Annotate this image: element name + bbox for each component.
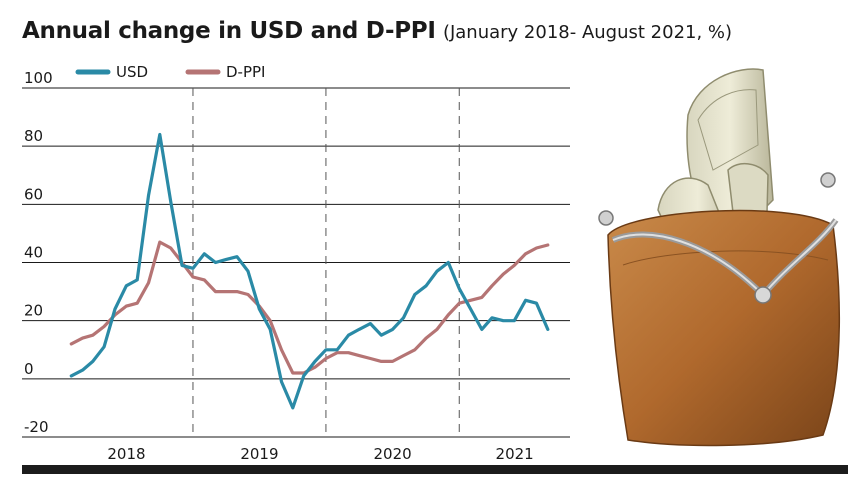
purse-body (598, 172, 841, 447)
y-axis-ticks: 100 80 60 40 20 0 -20 (24, 69, 53, 436)
year-separators (192, 88, 460, 437)
title-subtitle: (January 2018- August 2021, %) (442, 22, 733, 43)
chart-title: Annual change in USD and D-PPI (January … (22, 16, 732, 48)
gridlines (22, 87, 570, 438)
series-lines (69, 132, 550, 410)
x-tick-label: 2019 (240, 445, 278, 463)
y-tick-label: 0 (24, 360, 34, 378)
series-line-d-ppi (69, 240, 550, 375)
legend-label: USD (116, 63, 148, 81)
y-tick-label: 40 (24, 244, 43, 262)
y-tick-label: 80 (24, 127, 43, 145)
x-tick-label: 2020 (373, 445, 411, 463)
y-tick-label: 100 (24, 69, 53, 87)
legend: USD D-PPI (75, 63, 265, 81)
y-tick-label: 20 (24, 302, 43, 320)
line-chart: 100 80 60 40 20 0 -20 2018 2019 2020 2021 USD D-PP… (22, 63, 570, 463)
title-main: Annual change in USD and D-PPI (22, 18, 436, 44)
x-axis-year-labels: 2018 2019 2020 2021 (107, 445, 533, 463)
series-line-usd (69, 132, 550, 410)
bottom-rule (22, 465, 848, 474)
y-tick-label: 60 (24, 185, 43, 203)
legend-label: D-PPI (226, 63, 265, 81)
x-tick-label: 2021 (496, 445, 534, 463)
y-tick-label: -20 (24, 418, 49, 436)
x-tick-label: 2018 (107, 445, 145, 463)
coin-purse-illustration (598, 68, 841, 447)
